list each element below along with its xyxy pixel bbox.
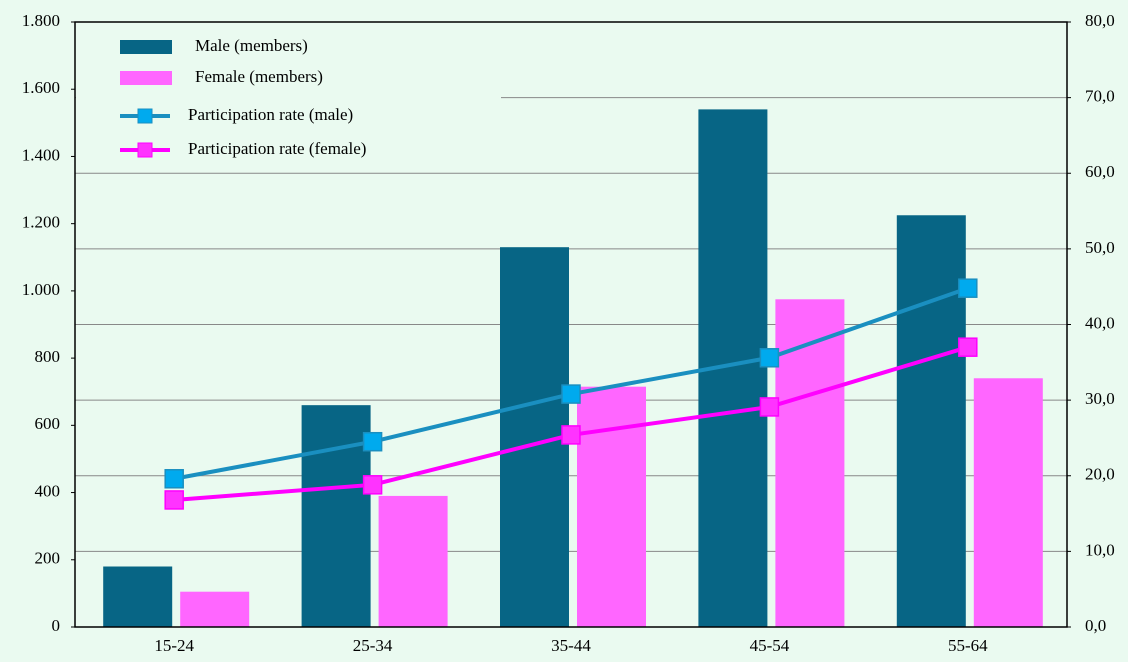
y-tick-label: 1.800 [22, 11, 60, 30]
y-tick-label: 1.200 [22, 213, 60, 232]
legend-label: Participation rate (female) [188, 139, 366, 158]
y-tick-label: 1.600 [22, 78, 60, 97]
x-tick-label: 55-64 [948, 636, 988, 655]
marker [759, 348, 780, 368]
bar [577, 386, 646, 627]
x-tick-label: 15-24 [154, 636, 194, 655]
y2-tick-label: 0,0 [1085, 616, 1106, 635]
legend-marker [137, 142, 153, 158]
legend-label: Participation rate (male) [188, 105, 353, 124]
marker [759, 397, 780, 417]
y2-tick-label: 60,0 [1085, 162, 1115, 181]
legend-label: Female (members) [195, 67, 323, 86]
y-tick-label: 400 [35, 481, 61, 500]
y2-tick-label: 80,0 [1085, 11, 1115, 30]
y2-tick-label: 10,0 [1085, 540, 1115, 559]
legend-swatch [120, 40, 172, 54]
marker [362, 431, 383, 452]
x-tick-label: 25-34 [353, 636, 393, 655]
bar [180, 591, 250, 627]
y-tick-label: 1.000 [22, 280, 60, 299]
bar [378, 495, 448, 627]
legend-marker [137, 108, 153, 124]
bar [301, 405, 371, 627]
legend-swatch [120, 71, 172, 85]
marker [164, 490, 184, 510]
y-tick-label: 1.400 [22, 145, 60, 164]
x-tick-label: 45-54 [750, 636, 790, 655]
y-tick-label: 600 [35, 414, 61, 433]
y2-tick-label: 20,0 [1085, 465, 1115, 484]
bar [896, 215, 966, 627]
y-tick-label: 0 [52, 616, 61, 635]
line [174, 345, 969, 502]
marker [561, 384, 581, 404]
bar [775, 299, 845, 627]
y-tick-label: 200 [35, 549, 61, 568]
marker [958, 337, 978, 357]
plot-border [74, 21, 1068, 628]
x-tick-label: 35-44 [551, 636, 591, 655]
y2-tick-label: 70,0 [1085, 87, 1115, 106]
marker [561, 425, 581, 445]
bar [103, 566, 173, 627]
marker [362, 475, 383, 495]
marker [958, 278, 978, 298]
y2-tick-label: 40,0 [1085, 313, 1115, 332]
bar [973, 378, 1043, 627]
legend-label: Male (members) [195, 36, 308, 55]
y-tick-label: 800 [35, 347, 61, 366]
y2-tick-label: 50,0 [1085, 238, 1115, 257]
marker [164, 469, 184, 489]
y2-tick-label: 30,0 [1085, 389, 1115, 408]
